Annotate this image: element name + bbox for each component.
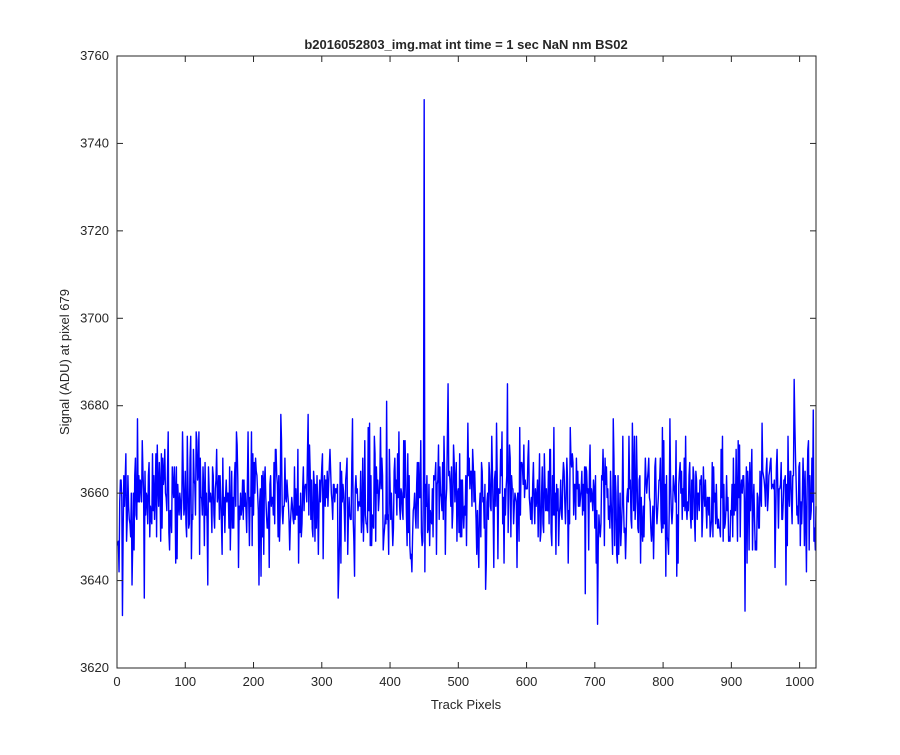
- y-tick-label: 3760: [80, 48, 109, 63]
- x-tick-label: 100: [174, 674, 196, 689]
- y-tick-label: 3700: [80, 310, 109, 325]
- y-tick-label: 3740: [80, 135, 109, 150]
- axes-box: [116, 55, 817, 669]
- y-tick-label: 3720: [80, 223, 109, 238]
- plot-area: [117, 56, 816, 668]
- chart-title: b2016052803_img.mat int time = 1 sec NaN…: [304, 37, 627, 52]
- x-tick-label: 200: [243, 674, 265, 689]
- x-tick-label: 800: [652, 674, 674, 689]
- y-axis-label: Signal (ADU) at pixel 679: [57, 289, 72, 435]
- x-tick-label: 600: [516, 674, 538, 689]
- signal-series-line: [116, 99, 817, 625]
- x-tick-label: 300: [311, 674, 333, 689]
- y-tick-label: 3680: [80, 398, 109, 413]
- x-tick-label: 700: [584, 674, 606, 689]
- x-tick-label: 900: [721, 674, 743, 689]
- y-ticks: 3620 3640 3660 3680 3700 3720 3740 3760: [80, 48, 816, 675]
- x-axis-label: Track Pixels: [431, 697, 502, 712]
- x-ticks: 0 100 200 300 400 500 600 700 800 900 1000: [113, 56, 814, 689]
- x-tick-label: 1000: [785, 674, 814, 689]
- data-layer: [116, 99, 817, 625]
- y-tick-label: 3620: [80, 660, 109, 675]
- x-tick-label: 500: [447, 674, 469, 689]
- x-tick-label: 0: [113, 674, 120, 689]
- x-tick-label: 400: [379, 674, 401, 689]
- y-tick-label: 3660: [80, 485, 109, 500]
- y-tick-label: 3640: [80, 573, 109, 588]
